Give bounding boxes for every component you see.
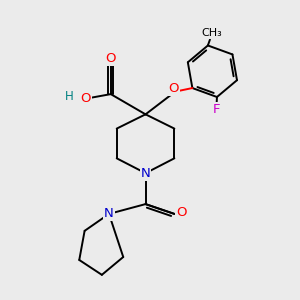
Text: O: O — [169, 82, 179, 95]
Text: F: F — [213, 103, 220, 116]
Text: O: O — [80, 92, 91, 105]
Text: CH₃: CH₃ — [201, 28, 222, 38]
Text: H: H — [65, 90, 74, 103]
Text: O: O — [177, 206, 187, 219]
Text: N: N — [141, 167, 150, 180]
Text: O: O — [106, 52, 116, 65]
Text: N: N — [104, 207, 114, 220]
